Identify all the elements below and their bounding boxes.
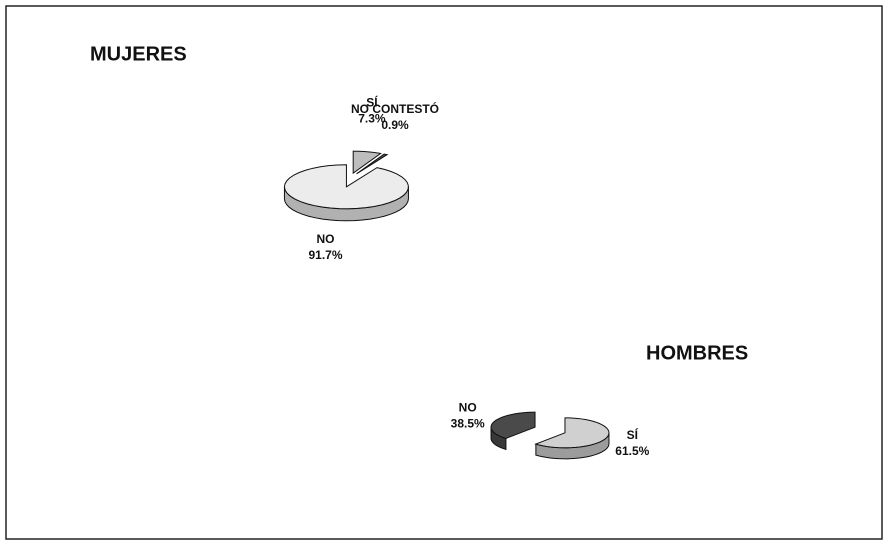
slice-value-label: 61.5% [615, 444, 649, 458]
frame [5, 5, 883, 540]
pie-slice-top [352, 150, 382, 175]
slice-label: NO [316, 232, 334, 246]
slice-value-label: 38.5% [451, 416, 485, 430]
slice-value-label: 0.9% [381, 118, 409, 132]
pie-slice [352, 150, 382, 175]
slice-label: SÍ [366, 95, 378, 110]
pie-slice-top [490, 411, 536, 439]
pie-slice [490, 411, 536, 451]
slice-label: SÍ [627, 427, 639, 442]
slice-value-label: 91.7% [308, 248, 342, 262]
slice-value-label: 7.3% [358, 112, 386, 126]
chart-title: MUJERES [90, 43, 187, 65]
pie-slice [283, 164, 409, 222]
pie-slice-top [356, 153, 389, 175]
pie-slice-top [283, 164, 409, 210]
slice-label: NO CONTESTÓ [351, 101, 439, 116]
chart-title: HOMBRES [646, 342, 748, 364]
slice-label: NO [459, 400, 477, 414]
pie-slice-top [534, 417, 610, 449]
pie-slice [356, 153, 389, 175]
pie-slice [534, 417, 610, 460]
